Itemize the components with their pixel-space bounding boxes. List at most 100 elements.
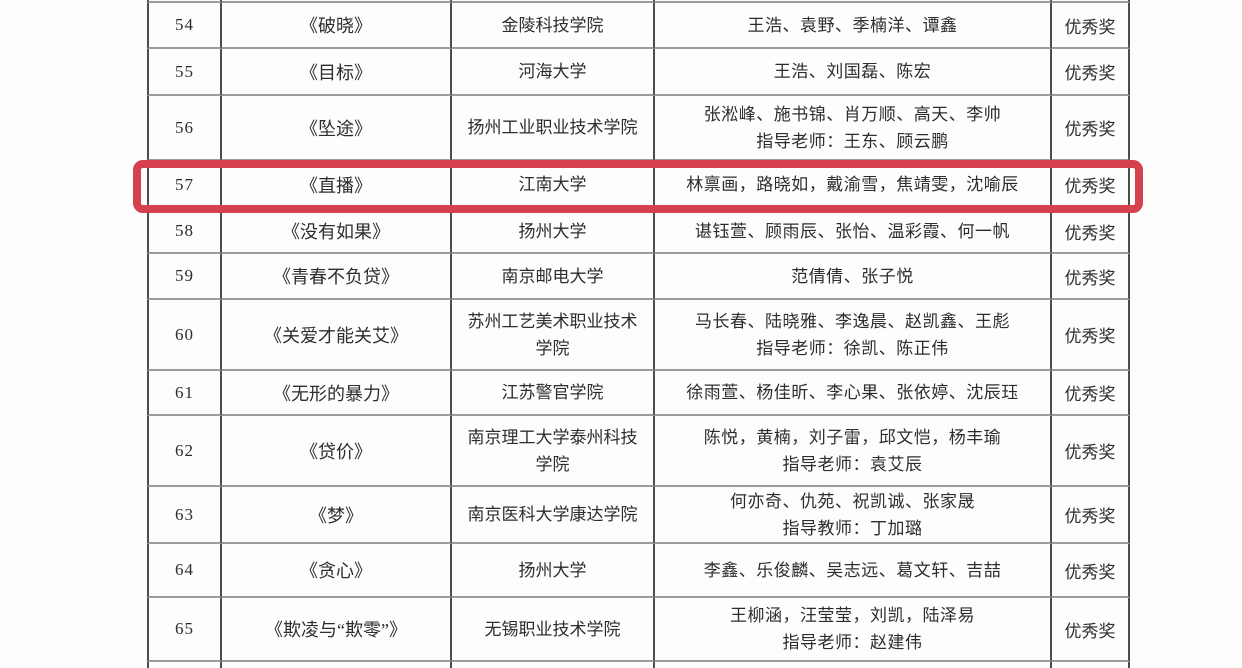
empty-cell — [655, 662, 1052, 668]
award-level: 优秀奖 — [1052, 3, 1130, 49]
row-number: 62 — [147, 416, 222, 487]
names-line2: 指导老师：徐凯、陈正伟 — [756, 338, 949, 358]
empty-cell — [222, 0, 452, 3]
row-number: 61 — [147, 371, 222, 416]
award-level: 优秀奖 — [1052, 49, 1130, 96]
table-row: 63 《梦》 南京医科大学康达学院 何亦奇、仇苑、祝凯诚、张家晟 指导教师：丁加… — [147, 487, 1130, 544]
member-names: 陈悦，黄楠，刘子雷，邱文恺，杨丰瑜 指导老师：袁艾辰 — [655, 416, 1052, 487]
empty-cell — [452, 0, 655, 3]
award-level: 优秀奖 — [1052, 371, 1130, 416]
work-title: 《没有如果》 — [222, 210, 452, 254]
names-line1: 王浩、袁野、季楠洋、谭鑫 — [747, 15, 958, 35]
work-title: 《梦》 — [222, 487, 452, 544]
award-table: 54 《破晓》 金陵科技学院 王浩、袁野、季楠洋、谭鑫 优秀奖 55 《目标》 … — [147, 0, 1130, 668]
school-name: 无锡职业技术学院 — [452, 598, 655, 662]
work-title: 《欺凌与“欺零”》 — [222, 598, 452, 662]
empty-cell — [147, 0, 222, 3]
member-names: 马长春、陆晓雅、李逸晨、赵凯鑫、王彪 指导老师：徐凯、陈正伟 — [655, 300, 1052, 371]
work-title: 《青春不负贷》 — [222, 254, 452, 300]
table-row: 58 《没有如果》 扬州大学 谌钰萱、顾雨辰、张怡、温彩霞、何一帆 优秀奖 — [147, 210, 1130, 254]
row-number: 60 — [147, 300, 222, 371]
table-row: 64 《贪心》 扬州大学 李鑫、乐俊麟、吴志远、葛文轩、吉喆 优秀奖 — [147, 544, 1130, 598]
work-title: 《贪心》 — [222, 544, 452, 598]
school-name: 金陵科技学院 — [452, 3, 655, 49]
school-name: 扬州工业职业技术学院 — [452, 96, 655, 161]
row-number: 55 — [147, 49, 222, 96]
names-line1: 王柳涵，汪莹莹，刘凯，陆泽易 — [730, 606, 975, 625]
empty-cell — [452, 662, 655, 668]
names-line1: 马长春、陆晓雅、李逸晨、赵凯鑫、王彪 — [695, 311, 1010, 331]
school-name: 江苏警官学院 — [452, 371, 655, 416]
member-names: 何亦奇、仇苑、祝凯诚、张家晟 指导教师：丁加璐 — [655, 487, 1052, 544]
empty-cell — [1052, 662, 1130, 668]
member-names: 王浩、刘国磊、陈宏 — [655, 49, 1052, 96]
school-name: 扬州大学 — [452, 544, 655, 598]
table-row: 55 《目标》 河海大学 王浩、刘国磊、陈宏 优秀奖 — [147, 49, 1130, 96]
names-line2: 指导老师：袁艾辰 — [782, 454, 923, 474]
school-name: 南京邮电大学 — [452, 254, 655, 300]
table-row: 59 《青春不负贷》 南京邮电大学 范倩倩、张子悦 优秀奖 — [147, 254, 1130, 300]
table-row: 65 《欺凌与“欺零”》 无锡职业技术学院 王柳涵，汪莹莹，刘凯，陆泽易 指导老… — [147, 598, 1130, 662]
award-level: 优秀奖 — [1052, 161, 1130, 210]
table-row-cropped-bottom — [147, 662, 1130, 668]
work-title: 《目标》 — [222, 49, 452, 96]
names-line1: 徐雨萱、杨佳昕、李心果、张依婷、沈辰珏 — [686, 383, 1019, 402]
school-name: 河海大学 — [452, 49, 655, 96]
work-title: 《破晓》 — [222, 3, 452, 49]
school-name: 扬州大学 — [452, 210, 655, 254]
empty-cell — [147, 662, 222, 668]
row-number: 65 — [147, 598, 222, 662]
school-name: 苏州工艺美术职业技术学院 — [452, 300, 655, 371]
names-line1: 张淞峰、施书锦、肖万顺、高天、李帅 — [703, 104, 1002, 124]
table-row: 54 《破晓》 金陵科技学院 王浩、袁野、季楠洋、谭鑫 优秀奖 — [147, 3, 1130, 49]
table-row-cropped-top — [147, 0, 1130, 3]
work-title: 《无形的暴力》 — [222, 371, 452, 416]
empty-cell — [1052, 0, 1130, 3]
member-names: 林禀画，路晓如，戴渝雪，焦靖雯，沈喻辰 — [655, 161, 1052, 210]
work-title: 《贷价》 — [222, 416, 452, 487]
names-line1: 范倩倩、张子悦 — [791, 266, 914, 286]
work-title: 《直播》 — [222, 161, 452, 210]
table-row: 62 《贷价》 南京理工大学泰州科技学院 陈悦，黄楠，刘子雷，邱文恺，杨丰瑜 指… — [147, 416, 1130, 487]
award-level: 优秀奖 — [1052, 300, 1130, 371]
names-line2: 指导老师：赵建伟 — [782, 633, 923, 652]
table-row: 61 《无形的暴力》 江苏警官学院 徐雨萱、杨佳昕、李心果、张依婷、沈辰珏 优秀… — [147, 371, 1130, 416]
award-level: 优秀奖 — [1052, 210, 1130, 254]
school-name: 江南大学 — [452, 161, 655, 210]
names-line1: 何亦奇、仇苑、祝凯诚、张家晟 — [730, 491, 975, 511]
table-row-highlighted: 57 《直播》 江南大学 林禀画，路晓如，戴渝雪，焦靖雯，沈喻辰 优秀奖 — [147, 161, 1130, 210]
row-number: 56 — [147, 96, 222, 161]
empty-cell — [222, 662, 452, 668]
row-number: 54 — [147, 3, 222, 49]
award-level: 优秀奖 — [1052, 487, 1130, 544]
member-names: 王柳涵，汪莹莹，刘凯，陆泽易 指导老师：赵建伟 — [655, 598, 1052, 662]
empty-cell — [655, 0, 1052, 3]
award-level: 优秀奖 — [1052, 598, 1130, 662]
names-line1: 林禀画，路晓如，戴渝雪，焦靖雯，沈喻辰 — [686, 175, 1019, 194]
member-names: 谌钰萱、顾雨辰、张怡、温彩霞、何一帆 — [655, 210, 1052, 254]
table-row: 60 《关爱才能关艾》 苏州工艺美术职业技术学院 马长春、陆晓雅、李逸晨、赵凯鑫… — [147, 300, 1130, 371]
names-line2: 指导老师：王东、顾云鹏 — [756, 131, 949, 151]
row-number: 64 — [147, 544, 222, 598]
award-level: 优秀奖 — [1052, 96, 1130, 161]
school-name: 南京医科大学康达学院 — [452, 487, 655, 544]
member-names: 范倩倩、张子悦 — [655, 254, 1052, 300]
member-names: 徐雨萱、杨佳昕、李心果、张依婷、沈辰珏 — [655, 371, 1052, 416]
row-number: 58 — [147, 210, 222, 254]
names-line2: 指导教师：丁加璐 — [782, 518, 923, 538]
member-names: 王浩、袁野、季楠洋、谭鑫 — [655, 3, 1052, 49]
work-title: 《坠途》 — [222, 96, 452, 161]
names-line1: 王浩、刘国磊、陈宏 — [773, 62, 932, 81]
row-number: 57 — [147, 161, 222, 210]
award-level: 优秀奖 — [1052, 254, 1130, 300]
row-number: 59 — [147, 254, 222, 300]
member-names: 李鑫、乐俊麟、吴志远、葛文轩、吉喆 — [655, 544, 1052, 598]
award-level: 优秀奖 — [1052, 416, 1130, 487]
names-line1: 谌钰萱、顾雨辰、张怡、温彩霞、何一帆 — [695, 221, 1010, 241]
names-line1: 陈悦，黄楠，刘子雷，邱文恺，杨丰瑜 — [703, 427, 1002, 447]
work-title: 《关爱才能关艾》 — [222, 300, 452, 371]
row-number: 63 — [147, 487, 222, 544]
table-row: 56 《坠途》 扬州工业职业技术学院 张淞峰、施书锦、肖万顺、高天、李帅 指导老… — [147, 96, 1130, 161]
member-names: 张淞峰、施书锦、肖万顺、高天、李帅 指导老师：王东、顾云鹏 — [655, 96, 1052, 161]
